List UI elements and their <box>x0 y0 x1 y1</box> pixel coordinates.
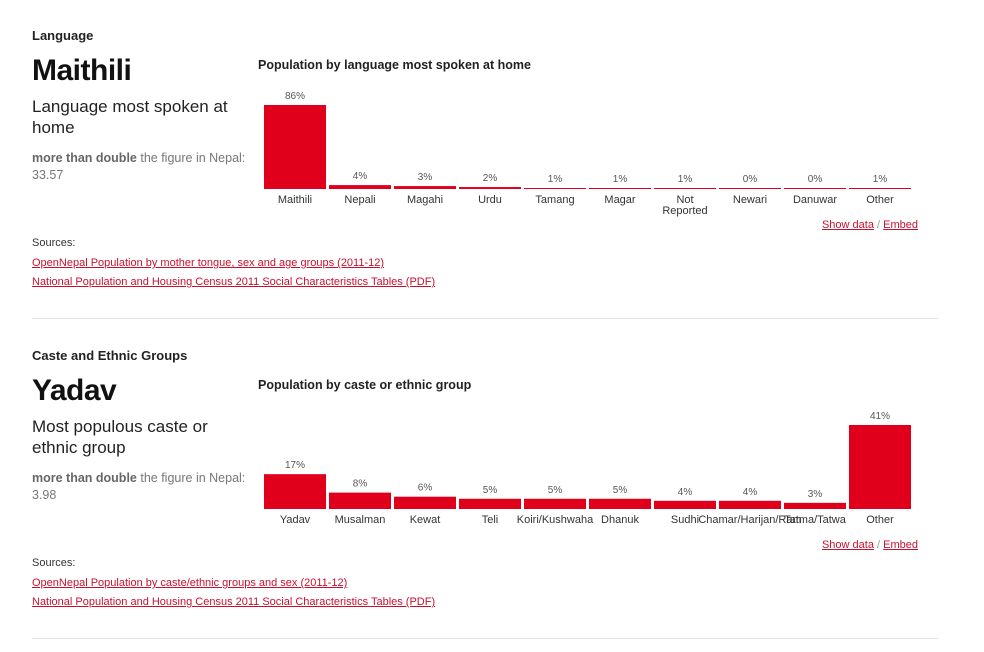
comparison-text: more than double the figure in Nepal: 3.… <box>32 470 247 504</box>
category-label: Other <box>866 194 894 206</box>
bar <box>459 187 521 189</box>
bar <box>719 188 781 189</box>
category-label: Not Reported <box>662 194 707 217</box>
value-label: 5% <box>483 485 498 496</box>
section-title: Caste and Ethnic Groups <box>32 348 188 363</box>
value-label: 5% <box>613 485 628 496</box>
source-link[interactable]: National Population and Housing Census 2… <box>32 276 436 288</box>
bar <box>784 188 846 189</box>
chart-svg: 86% Maithili 4% Nepali 3% Magahi 2% Urdu 1% Taman… <box>264 91 911 217</box>
category-label: Yadav <box>280 514 311 526</box>
category-label: Koiri/Kushwaha <box>517 514 594 526</box>
source-link[interactable]: National Population and Housing Census 2… <box>32 596 436 608</box>
bar <box>589 498 651 509</box>
bar <box>524 188 586 189</box>
value-label: 1% <box>873 174 888 185</box>
bar <box>264 474 326 509</box>
category-label: Magar <box>604 194 636 206</box>
bar <box>849 188 911 189</box>
show-data-link[interactable]: Show data <box>821 219 874 231</box>
comparison-rest: the figure in Nepal: 3.98 <box>32 471 246 502</box>
bar <box>784 502 846 509</box>
category-label: Teli <box>482 514 499 526</box>
value-label: 8% <box>353 479 368 490</box>
comparison-rest: the figure in Nepal: 33.57 <box>32 151 246 182</box>
value-label: 4% <box>353 171 368 182</box>
value-label: 4% <box>678 487 693 498</box>
bar <box>654 500 716 509</box>
chart-actions: Show data / Embed <box>822 219 918 231</box>
bar <box>459 498 521 509</box>
bar <box>329 492 391 509</box>
chart-actions: Show data / Embed <box>822 539 918 551</box>
category-label: Sudhi <box>671 514 699 526</box>
embed-link[interactable]: Embed <box>883 539 918 551</box>
bar <box>264 105 326 189</box>
bar <box>589 188 651 189</box>
category-label: Other <box>866 514 894 526</box>
value-label: 3% <box>808 489 823 500</box>
value-label: 5% <box>548 485 563 496</box>
bar <box>394 186 456 189</box>
value-label: 1% <box>678 174 693 185</box>
chart-svg: 17% Yadav 8% Musalman 6% Kewat 5% Teli 5% Koiri/K… <box>264 411 911 526</box>
bar <box>394 496 456 509</box>
category-label: Tatma/Tatwa <box>784 514 847 526</box>
value-label: 6% <box>418 483 433 494</box>
value-label: 0% <box>808 174 823 185</box>
sources-label: Sources: <box>32 237 76 249</box>
value-label: 17% <box>285 460 305 471</box>
bar <box>654 188 716 189</box>
value-label: 0% <box>743 174 758 185</box>
category-label: Kewat <box>410 514 441 526</box>
category-label: Danuwar <box>793 194 837 206</box>
headline-description: Language most spoken at home <box>32 97 228 137</box>
category-label: Newari <box>733 194 767 206</box>
headline-value: Maithili <box>32 54 132 87</box>
embed-link[interactable]: Embed <box>883 219 918 231</box>
separator: / <box>877 539 881 551</box>
headline-description: Most populous caste or ethnic group <box>32 417 208 457</box>
bar <box>329 185 391 189</box>
category-label: Dhanuk <box>601 514 639 526</box>
value-label: 4% <box>743 487 758 498</box>
category-label: Musalman <box>335 514 386 526</box>
source-link[interactable]: OpenNepal Population by caste/ethnic gro… <box>32 577 348 589</box>
value-label: 1% <box>548 174 563 185</box>
bar <box>719 500 781 509</box>
bar <box>524 498 586 509</box>
category-label: Chamar/Harijan/Ram <box>698 514 801 526</box>
section-divider <box>32 318 938 319</box>
language-bar-chart: 86% Maithili 4% Nepali 3% Magahi 2% Urdu 1% Taman… <box>258 80 918 222</box>
category-label: Tamang <box>535 194 574 206</box>
comparison-text: more than double the figure in Nepal: 33… <box>32 150 247 184</box>
category-label: Magahi <box>407 194 443 206</box>
value-label: 86% <box>285 91 305 102</box>
section-divider <box>32 638 938 639</box>
chart-title: Population by caste or ethnic group <box>258 378 472 392</box>
bar <box>849 425 911 509</box>
show-data-link[interactable]: Show data <box>821 539 874 551</box>
headline-value: Yadav <box>32 374 117 407</box>
category-label: Nepali <box>344 194 375 206</box>
category-label: Maithili <box>278 194 312 206</box>
value-label: 3% <box>418 172 433 183</box>
comparison-strong: more than double <box>32 151 137 165</box>
category-label: Urdu <box>478 194 502 206</box>
section-title: Language <box>32 28 94 43</box>
comparison-strong: more than double <box>32 471 137 485</box>
value-label: 2% <box>483 173 498 184</box>
sources-label: Sources: <box>32 557 76 569</box>
value-label: 1% <box>613 174 628 185</box>
separator: / <box>877 219 881 231</box>
source-link[interactable]: OpenNepal Population by mother tongue, s… <box>32 257 385 269</box>
chart-title: Population by language most spoken at ho… <box>258 58 531 72</box>
caste-bar-chart: 17% Yadav 8% Musalman 6% Kewat 5% Teli 5% Koiri/K… <box>258 400 918 542</box>
value-label: 41% <box>870 411 890 422</box>
